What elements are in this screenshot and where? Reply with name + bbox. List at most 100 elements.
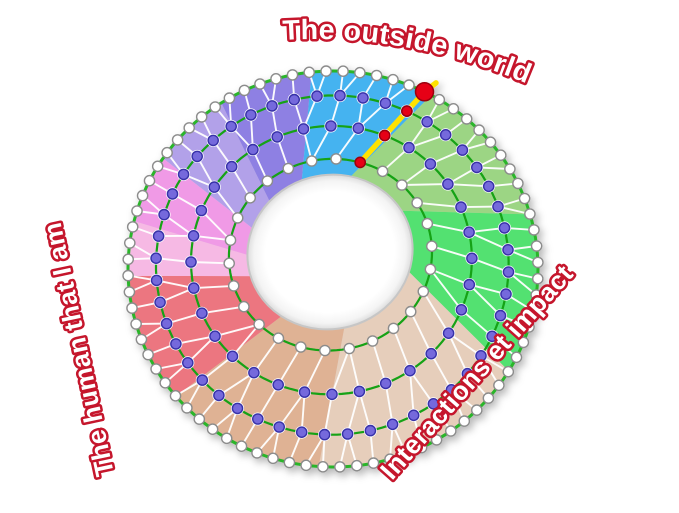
node[interactable] (195, 204, 208, 217)
node[interactable] (283, 456, 296, 469)
selected-node[interactable] (401, 105, 413, 117)
node[interactable] (463, 278, 476, 291)
node[interactable] (196, 307, 208, 320)
node[interactable] (238, 300, 250, 313)
node[interactable] (445, 383, 458, 396)
node[interactable] (126, 302, 138, 314)
node[interactable] (417, 285, 430, 298)
node[interactable] (208, 181, 221, 193)
node[interactable] (455, 201, 467, 213)
node[interactable] (396, 179, 408, 191)
node[interactable] (447, 103, 460, 115)
node[interactable] (343, 342, 356, 355)
node[interactable] (502, 365, 515, 378)
node[interactable] (524, 208, 536, 220)
node[interactable] (247, 143, 259, 156)
node[interactable] (183, 122, 195, 134)
node[interactable] (261, 175, 274, 187)
node[interactable] (387, 322, 400, 335)
node[interactable] (150, 274, 163, 287)
node[interactable] (244, 191, 256, 204)
node[interactable] (523, 321, 535, 333)
node[interactable] (248, 366, 260, 379)
node[interactable] (226, 350, 239, 363)
node[interactable] (504, 163, 516, 175)
node[interactable] (160, 317, 173, 330)
node[interactable] (376, 165, 389, 178)
node[interactable] (311, 90, 323, 102)
node[interactable] (303, 66, 316, 79)
node[interactable] (460, 113, 473, 125)
selected-node[interactable] (414, 82, 435, 102)
node[interactable] (502, 243, 514, 256)
node[interactable] (421, 116, 433, 128)
node[interactable] (387, 73, 399, 86)
node[interactable] (251, 413, 264, 425)
node[interactable] (439, 128, 452, 141)
node[interactable] (245, 109, 257, 121)
node[interactable] (154, 296, 166, 309)
node[interactable] (367, 457, 380, 469)
node[interactable] (224, 234, 237, 246)
node[interactable] (456, 144, 469, 156)
node[interactable] (206, 423, 219, 436)
node[interactable] (517, 336, 530, 349)
node[interactable] (494, 149, 507, 161)
node[interactable] (411, 196, 423, 209)
node[interactable] (266, 100, 278, 112)
node[interactable] (231, 402, 244, 415)
node[interactable] (325, 120, 337, 132)
node[interactable] (267, 452, 279, 465)
node[interactable] (142, 348, 154, 361)
node[interactable] (150, 252, 162, 265)
node[interactable] (354, 66, 366, 79)
node[interactable] (220, 432, 233, 445)
node[interactable] (379, 97, 392, 109)
node[interactable] (442, 178, 454, 190)
node[interactable] (317, 460, 329, 473)
node[interactable] (272, 378, 285, 391)
node[interactable] (170, 338, 182, 350)
node[interactable] (295, 426, 308, 439)
node[interactable] (225, 120, 237, 133)
node[interactable] (191, 150, 203, 163)
node[interactable] (130, 318, 142, 330)
node[interactable] (350, 459, 363, 472)
node[interactable] (498, 222, 511, 234)
node[interactable] (181, 402, 193, 414)
node[interactable] (384, 453, 396, 466)
node[interactable] (126, 221, 139, 233)
node[interactable] (527, 305, 540, 317)
node[interactable] (415, 441, 428, 454)
node[interactable] (461, 367, 474, 380)
node[interactable] (424, 158, 437, 170)
node[interactable] (318, 428, 331, 441)
node[interactable] (486, 330, 498, 343)
node[interactable] (181, 356, 194, 369)
node[interactable] (123, 286, 136, 298)
node[interactable] (473, 124, 485, 136)
node[interactable] (254, 78, 266, 90)
node[interactable] (482, 180, 495, 193)
node[interactable] (427, 397, 440, 410)
node[interactable] (319, 344, 331, 357)
node[interactable] (270, 73, 282, 85)
node[interactable] (298, 386, 311, 398)
node[interactable] (463, 226, 475, 238)
node[interactable] (357, 92, 369, 104)
node[interactable] (171, 134, 184, 146)
node[interactable] (288, 93, 301, 106)
node[interactable] (286, 69, 299, 81)
node[interactable] (143, 174, 156, 187)
node[interactable] (510, 351, 523, 364)
node[interactable] (500, 288, 512, 300)
node[interactable] (484, 136, 497, 148)
node[interactable] (494, 309, 507, 322)
node[interactable] (294, 341, 307, 353)
node[interactable] (207, 134, 219, 147)
node[interactable] (512, 177, 524, 190)
node[interactable] (400, 448, 412, 460)
node[interactable] (532, 256, 544, 269)
node[interactable] (366, 335, 379, 347)
node[interactable] (272, 332, 285, 345)
